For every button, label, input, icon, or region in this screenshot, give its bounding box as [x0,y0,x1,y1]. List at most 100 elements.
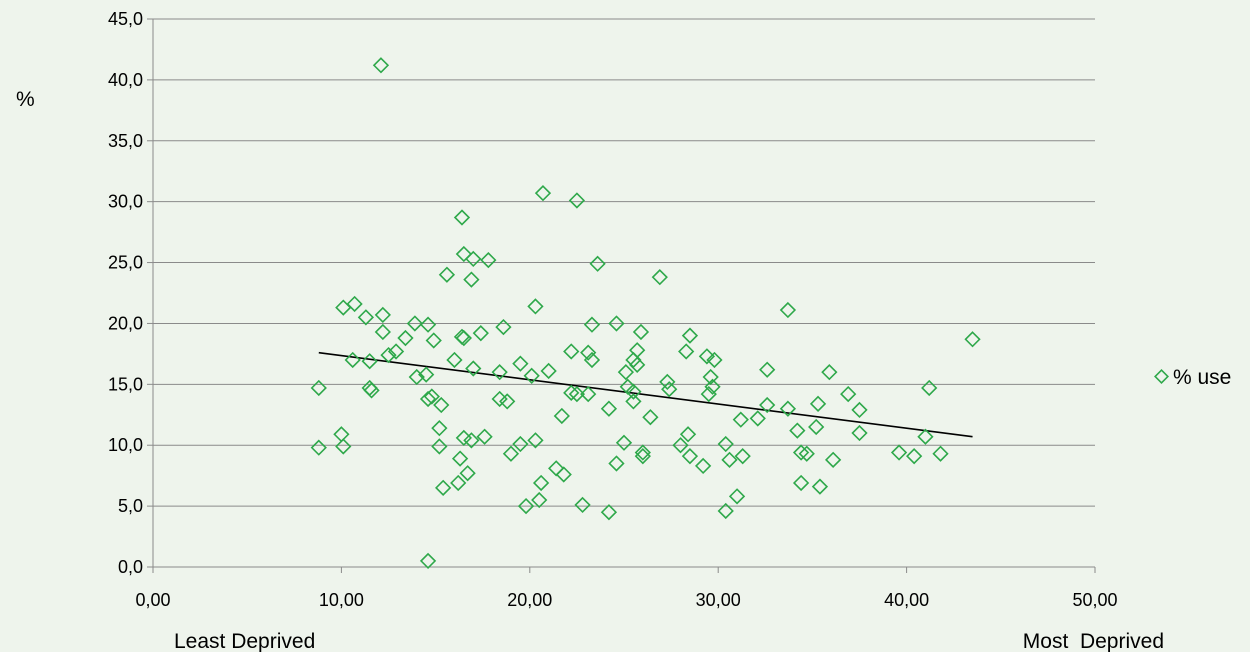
data-point [374,306,391,324]
x-tick-labels: 0,00 10,00 20,00 30,00 40,00 50,00 [135,590,1117,610]
data-point [372,57,390,74]
data-point [659,373,676,391]
data-point [491,364,508,381]
data-point [450,474,467,492]
data-point [563,384,580,401]
data-point [568,192,586,209]
data-point [672,437,689,454]
data-point [721,451,738,468]
data-point [964,331,981,348]
data-point [531,491,548,509]
data-point [678,343,695,360]
trendline [318,351,973,438]
data-point [532,474,550,492]
y-tick-label: 5,0 [118,496,143,516]
data-point [540,362,557,380]
data-point [851,424,868,442]
x-tick-label: 0,00 [135,590,170,610]
y-tick-label: 45,0 [108,9,143,29]
y-tick-labels: 0,0 5,0 10,0 15,0 20,0 25,0 30,0 35,0 40,0 45,0 [108,9,143,577]
x-axis-label-left: Least Deprived [174,630,315,652]
y-axis-label: % [16,88,35,111]
y-tick-label: 25,0 [108,253,143,273]
x-tick-label: 30,00 [696,590,741,610]
data-point [419,390,437,408]
data-point [634,444,651,461]
data-point [608,315,625,332]
data-point [431,438,448,455]
data-point [419,552,437,570]
data-point [704,378,721,395]
data-point [459,465,476,482]
x-tick-label: 50,00 [1072,590,1117,610]
x-tick-label: 10,00 [319,590,364,610]
data-point [798,445,815,462]
data-point [480,251,497,269]
data-point [851,401,868,419]
y-tick-label: 40,0 [108,70,143,90]
data-point [357,309,375,326]
data-point [632,323,650,341]
data-point [527,432,544,449]
data-point [580,385,597,403]
data-point [523,367,540,384]
legend-label: % use [1173,366,1231,389]
data-point [465,250,482,268]
data-point [574,496,591,514]
data-point [583,316,601,333]
data-point [363,382,380,399]
data-point [759,361,776,378]
data-point [617,364,635,381]
y-tick-label: 10,0 [108,435,143,455]
data-point [527,298,544,315]
data-point [555,466,572,483]
y-tick-label: 0,0 [118,557,143,577]
data-point [840,385,857,403]
data-point [419,316,437,333]
data-point [361,379,378,397]
data-point [451,450,469,467]
data-point [629,356,646,373]
y-tick-label: 35,0 [108,131,143,151]
data-point [615,434,633,451]
data-point [431,420,448,437]
y-tick-label: 20,0 [108,313,143,333]
data-point [387,343,405,360]
data-point [583,351,601,369]
data-point [789,422,806,439]
data-point [553,407,570,425]
data-point [717,502,734,520]
data-point [512,355,529,372]
data-point [600,504,618,521]
legend-marker-icon [1154,369,1169,384]
data-point [821,364,838,381]
data-point [792,444,810,461]
y-tick-label: 30,0 [108,192,143,212]
data-point [548,460,565,477]
data-point [811,478,829,495]
data-point [681,448,699,465]
data-point [634,448,651,465]
data-points [310,57,981,570]
data-point [808,418,825,436]
data-point [792,474,810,492]
data-point [517,497,535,515]
data-point [310,379,327,397]
data-point [346,295,363,313]
data-point [706,351,723,369]
data-point [625,383,642,400]
data-point [408,368,425,386]
data-point [717,435,734,453]
horizontal-gridlines [153,18,1095,507]
data-point [374,323,391,341]
data-point [438,266,456,283]
data-point [472,325,489,342]
data-point [344,351,361,369]
data-point [380,346,397,364]
data-point [499,393,516,410]
data-point [749,410,766,427]
data-point [779,400,797,417]
data-point [423,388,440,405]
data-point [435,479,452,496]
data-point [589,255,606,272]
